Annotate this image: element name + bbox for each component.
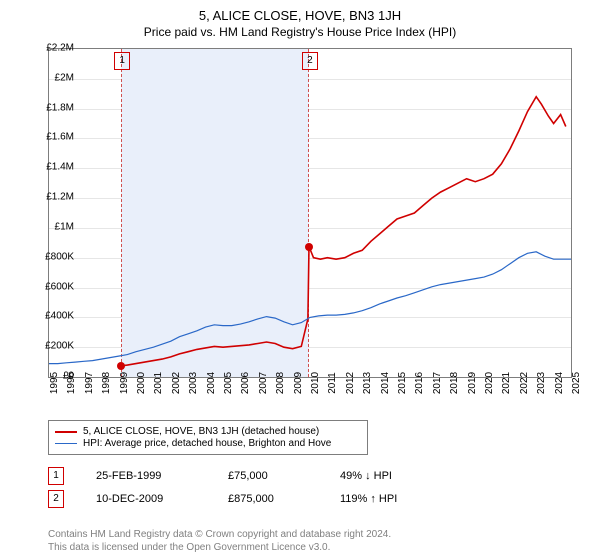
x-axis-label: 2004: [206, 372, 217, 394]
sale-date: 10-DEC-2009: [96, 493, 196, 505]
sale-vs-hpi: 49% ↓ HPI: [340, 470, 392, 482]
sale-date: 25-FEB-1999: [96, 470, 196, 482]
x-axis-label: 2018: [449, 372, 460, 394]
y-axis-label: £0: [34, 371, 74, 382]
chart-subtitle: Price paid vs. HM Land Registry's House …: [0, 23, 600, 39]
x-axis-label: 2025: [571, 372, 582, 394]
sale-price: £875,000: [228, 493, 308, 505]
x-axis-label: 2008: [275, 372, 286, 394]
sale-marker: 1: [114, 52, 130, 70]
x-axis-label: 2005: [223, 372, 234, 394]
x-axis-label: 2023: [536, 372, 547, 394]
y-axis-label: £1.4M: [34, 162, 74, 173]
sale-dot: [117, 362, 125, 370]
sale-vs-hpi: 119% ↑ HPI: [340, 493, 397, 505]
x-axis-label: 2017: [432, 372, 443, 394]
x-axis-label: 1999: [119, 372, 130, 394]
sale-marker: 2: [302, 52, 318, 70]
plot-area: 1995199619971998199920002001200220032004…: [48, 48, 572, 378]
x-axis-label: 2007: [258, 372, 269, 394]
x-axis-label: 1998: [101, 372, 112, 394]
line-svg: [49, 49, 571, 377]
legend-label: 5, ALICE CLOSE, HOVE, BN3 1JH (detached …: [83, 426, 319, 437]
x-axis-label: 2002: [171, 372, 182, 394]
x-axis-label: 2021: [501, 372, 512, 394]
x-axis-label: 2009: [293, 372, 304, 394]
sale-row: 1 25-FEB-1999 £75,000 49% ↓ HPI: [48, 467, 397, 485]
y-axis-label: £1M: [34, 221, 74, 232]
footer-line-1: Contains HM Land Registry data © Crown c…: [48, 528, 391, 541]
x-axis-label: 2020: [484, 372, 495, 394]
y-axis-label: £1.8M: [34, 102, 74, 113]
chart-container: 5, ALICE CLOSE, HOVE, BN3 1JH Price paid…: [0, 0, 600, 560]
y-axis-label: £200K: [34, 341, 74, 352]
x-axis-label: 2003: [188, 372, 199, 394]
x-axis-label: 2014: [380, 372, 391, 394]
x-axis-label: 2006: [240, 372, 251, 394]
y-axis-label: £1.2M: [34, 192, 74, 203]
y-axis-label: £400K: [34, 311, 74, 322]
x-axis-label: 2010: [310, 372, 321, 394]
legend-swatch: [55, 443, 77, 444]
sale-row-marker: 1: [48, 467, 64, 485]
y-axis-label: £2M: [34, 72, 74, 83]
x-axis-label: 1997: [84, 372, 95, 394]
chart-title: 5, ALICE CLOSE, HOVE, BN3 1JH: [0, 0, 600, 23]
x-axis-label: 2011: [327, 372, 338, 394]
x-axis-label: 2024: [554, 372, 565, 394]
legend-row: HPI: Average price, detached house, Brig…: [55, 438, 361, 449]
x-axis-label: 2001: [153, 372, 164, 394]
x-axis-label: 2013: [362, 372, 373, 394]
sale-row: 2 10-DEC-2009 £875,000 119% ↑ HPI: [48, 490, 397, 508]
legend-box: 5, ALICE CLOSE, HOVE, BN3 1JH (detached …: [48, 420, 368, 455]
footer-line-2: This data is licensed under the Open Gov…: [48, 541, 391, 554]
y-axis-label: £600K: [34, 281, 74, 292]
footer-text: Contains HM Land Registry data © Crown c…: [48, 528, 391, 554]
x-axis-label: 2019: [467, 372, 478, 394]
x-axis-label: 2015: [397, 372, 408, 394]
y-axis-label: £800K: [34, 251, 74, 262]
sale-price: £75,000: [228, 470, 308, 482]
legend-row: 5, ALICE CLOSE, HOVE, BN3 1JH (detached …: [55, 426, 361, 437]
x-axis-label: 2012: [345, 372, 356, 394]
series-hpi: [49, 252, 571, 364]
legend-label: HPI: Average price, detached house, Brig…: [83, 438, 331, 449]
y-axis-label: £1.6M: [34, 132, 74, 143]
x-axis-label: 2022: [519, 372, 530, 394]
y-axis-label: £2.2M: [34, 43, 74, 54]
x-axis-label: 2000: [136, 372, 147, 394]
sales-table: 1 25-FEB-1999 £75,000 49% ↓ HPI 2 10-DEC-2009…: [48, 462, 397, 513]
series-price_paid: [121, 97, 566, 366]
legend-swatch: [55, 431, 77, 433]
sale-dot: [305, 243, 313, 251]
x-axis-label: 2016: [414, 372, 425, 394]
sale-row-marker: 2: [48, 490, 64, 508]
